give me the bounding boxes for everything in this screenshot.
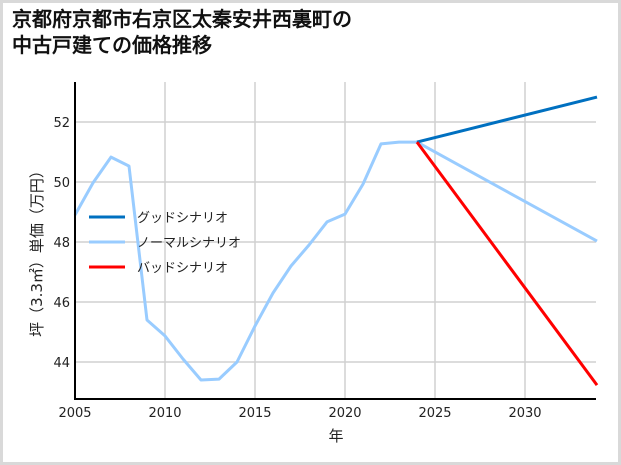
legend-item: ノーマルシナリオ	[89, 236, 241, 251]
y-tick-label: 50	[53, 176, 70, 191]
legend-item: グッドシナリオ	[89, 211, 228, 226]
x-tick-label: 2030	[508, 406, 541, 421]
chart-title: 京都府京都市右京区太秦安井西裏町の 中古戸建ての価格推移	[12, 7, 352, 57]
x-tick-label: 2010	[148, 406, 181, 421]
series-line	[415, 141, 599, 386]
series-line	[73, 140, 598, 382]
x-tick-label: 2005	[58, 406, 91, 421]
y-tick-label: 46	[53, 296, 70, 311]
x-axis-label: 年	[328, 427, 343, 445]
legend-label: バッドシナリオ	[137, 261, 228, 276]
legend-label: ノーマルシナリオ	[137, 236, 241, 251]
series-line	[416, 95, 598, 144]
y-tick-label: 52	[53, 116, 70, 131]
x-tick-label: 2025	[418, 406, 451, 421]
y-tick-label: 44	[53, 356, 70, 371]
tick-labels: 2005 2010 2015 2020 2025 2030 44 46 48 50 52	[53, 116, 541, 421]
legend-label: グッドシナリオ	[137, 211, 228, 226]
legend-item: バッドシナリオ	[89, 261, 228, 276]
x-tick-label: 2020	[328, 406, 361, 421]
y-axis-label: 坪（3.3㎡）単価（万円）	[28, 163, 46, 337]
y-tick-label: 48	[53, 236, 70, 251]
x-tick-label: 2015	[238, 406, 271, 421]
series-lines	[73, 95, 599, 386]
axes	[74, 82, 596, 400]
